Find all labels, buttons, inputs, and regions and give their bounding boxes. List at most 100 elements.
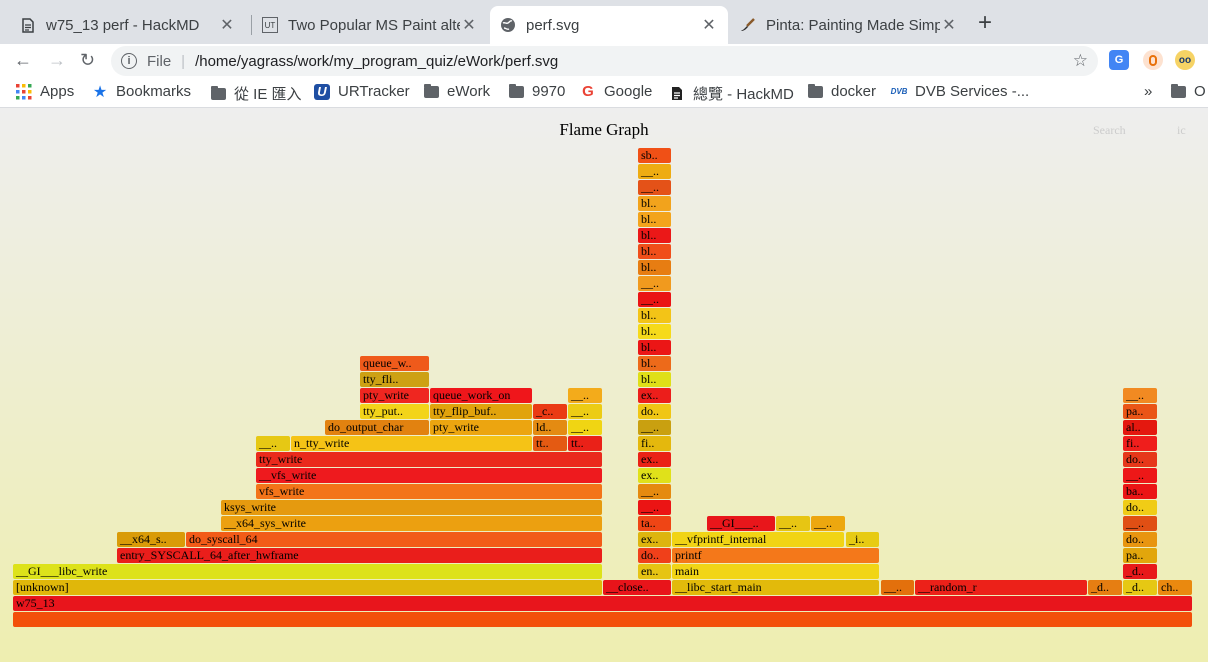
bookmarks-overflow-button[interactable]: » bbox=[1144, 83, 1152, 100]
flame-frame[interactable]: ex.. bbox=[638, 452, 671, 467]
flame-frame[interactable]: ch.. bbox=[1158, 580, 1192, 595]
flame-frame[interactable] bbox=[13, 612, 1192, 627]
flame-frame[interactable]: bl.. bbox=[638, 340, 671, 355]
flame-frame[interactable]: do.. bbox=[638, 404, 671, 419]
flame-frame[interactable]: pa.. bbox=[1123, 548, 1157, 563]
bookmark-folder-other[interactable]: O bbox=[1170, 83, 1208, 100]
flame-frame[interactable]: ld.. bbox=[533, 420, 567, 435]
flame-frame[interactable]: ex.. bbox=[638, 468, 671, 483]
tab-pinta[interactable]: Pinta: Painting Made Simp ✕ bbox=[730, 6, 968, 44]
flame-frame[interactable]: ta.. bbox=[638, 516, 671, 531]
flame-frame[interactable]: do_syscall_64 bbox=[186, 532, 602, 547]
flame-frame[interactable]: __vfs_write bbox=[256, 468, 602, 483]
flame-frame[interactable]: _d.. bbox=[1123, 564, 1157, 579]
flame-frame[interactable]: pty_write bbox=[360, 388, 429, 403]
flame-frame[interactable]: bl.. bbox=[638, 356, 671, 371]
flame-frame[interactable]: _c.. bbox=[533, 404, 567, 419]
flame-frame[interactable]: do_output_char bbox=[325, 420, 429, 435]
flame-frame[interactable]: n_tty_write bbox=[291, 436, 532, 451]
flame-frame[interactable]: bl.. bbox=[638, 372, 671, 387]
flame-frame[interactable]: _d.. bbox=[1088, 580, 1122, 595]
info-icon[interactable]: i bbox=[121, 53, 137, 69]
flame-frame[interactable]: bl.. bbox=[638, 196, 671, 211]
flame-frame[interactable]: __.. bbox=[638, 164, 671, 179]
flame-frame[interactable]: __x64_sys_write bbox=[221, 516, 602, 531]
flame-frame[interactable]: __libc_start_main bbox=[672, 580, 879, 595]
close-icon[interactable]: ✕ bbox=[702, 17, 716, 34]
bookmark-google[interactable]: G Google bbox=[580, 83, 652, 100]
extension-timer-icon[interactable] bbox=[1143, 50, 1163, 70]
flame-frame[interactable]: entry_SYSCALL_64_after_hwframe bbox=[117, 548, 602, 563]
flame-frame[interactable]: __close.. bbox=[603, 580, 671, 595]
flame-frame[interactable]: __random_r bbox=[915, 580, 1087, 595]
address-bar[interactable]: i File | /home/yagrass/work/my_program_q… bbox=[111, 46, 1098, 76]
flame-frame[interactable]: __.. bbox=[1123, 468, 1157, 483]
flame-frame[interactable]: __.. bbox=[638, 420, 671, 435]
flame-frame[interactable]: bl.. bbox=[638, 324, 671, 339]
flame-frame[interactable]: do.. bbox=[1123, 532, 1157, 547]
flame-frame[interactable]: fi.. bbox=[638, 436, 671, 451]
flame-frame[interactable]: __.. bbox=[638, 484, 671, 499]
flame-frame[interactable]: bl.. bbox=[638, 244, 671, 259]
flame-frame[interactable]: al.. bbox=[1123, 420, 1157, 435]
flame-frame[interactable]: tty_flip_buf.. bbox=[430, 404, 532, 419]
flame-frame[interactable]: bl.. bbox=[638, 228, 671, 243]
flame-frame[interactable]: ksys_write bbox=[221, 500, 602, 515]
flame-frame[interactable]: __GI___libc_write bbox=[13, 564, 602, 579]
ignore-case-button[interactable]: ic bbox=[1177, 123, 1186, 137]
flame-frame[interactable]: queue_w.. bbox=[360, 356, 429, 371]
tab-perf-svg[interactable]: perf.svg ✕ bbox=[490, 6, 728, 44]
flame-frame[interactable]: fi.. bbox=[1123, 436, 1157, 451]
flame-frame[interactable]: main bbox=[672, 564, 879, 579]
flame-frame[interactable]: sb.. bbox=[638, 148, 671, 163]
flame-frame[interactable]: __vfprintf_internal bbox=[672, 532, 844, 547]
forward-button[interactable]: → bbox=[48, 50, 66, 70]
flame-frame[interactable]: __.. bbox=[256, 436, 290, 451]
bookmark-folder-9970[interactable]: 9970 bbox=[508, 83, 565, 100]
bookmark-folder-docker[interactable]: docker bbox=[807, 83, 876, 100]
flame-frame[interactable]: tt.. bbox=[568, 436, 602, 451]
flame-frame[interactable]: __.. bbox=[638, 180, 671, 195]
flame-frame[interactable]: __.. bbox=[638, 276, 671, 291]
flame-frame[interactable]: __.. bbox=[568, 388, 602, 403]
search-button[interactable]: Search bbox=[1093, 123, 1126, 137]
reload-button[interactable]: ↻ bbox=[80, 50, 96, 70]
flame-frame[interactable]: do.. bbox=[1123, 500, 1157, 515]
flame-frame[interactable]: _d.. bbox=[1123, 580, 1157, 595]
bookmark-dvb[interactable]: DVB DVB Services -... bbox=[891, 83, 1030, 100]
tab-ms-paint[interactable]: UT Two Popular MS Paint alte ✕ bbox=[252, 6, 488, 44]
flame-frame[interactable]: bl.. bbox=[638, 308, 671, 323]
flame-frame[interactable]: printf bbox=[672, 548, 879, 563]
url-text[interactable]: /home/yagrass/work/my_program_quiz/eWork… bbox=[195, 52, 559, 70]
flame-frame[interactable]: __.. bbox=[638, 292, 671, 307]
flame-frame[interactable]: w75_13 bbox=[13, 596, 1192, 611]
close-icon[interactable]: ✕ bbox=[942, 17, 956, 34]
flame-frame[interactable]: en.. bbox=[638, 564, 671, 579]
flame-frame[interactable]: ex.. bbox=[638, 532, 671, 547]
flame-frame[interactable]: _i.. bbox=[846, 532, 879, 547]
bookmark-apps[interactable]: Apps bbox=[16, 83, 74, 100]
flame-frame[interactable]: __.. bbox=[1123, 516, 1157, 531]
close-icon[interactable]: ✕ bbox=[462, 17, 476, 34]
flame-frame[interactable]: vfs_write bbox=[256, 484, 602, 499]
flame-frame[interactable]: ex.. bbox=[638, 388, 671, 403]
bookmark-star-icon[interactable]: ☆ bbox=[1072, 51, 1088, 70]
flame-frame[interactable]: __.. bbox=[568, 404, 602, 419]
flame-frame[interactable]: bl.. bbox=[638, 212, 671, 227]
flame-frame[interactable]: __.. bbox=[881, 580, 914, 595]
flame-frame[interactable]: pty_write bbox=[430, 420, 532, 435]
bookmark-bookmarks[interactable]: ★ Bookmarks bbox=[92, 83, 191, 101]
flame-frame[interactable]: tty_write bbox=[256, 452, 602, 467]
flame-frame[interactable]: __.. bbox=[811, 516, 845, 531]
bookmark-folder-ie[interactable]: 從 IE 匯入 bbox=[210, 83, 302, 104]
bookmark-urtracker[interactable]: U URTracker bbox=[314, 83, 410, 100]
flame-frame[interactable]: __GI___.. bbox=[707, 516, 775, 531]
bookmark-hackmd[interactable]: 總覽 - HackMD bbox=[669, 83, 794, 104]
flame-frame[interactable]: __.. bbox=[1123, 388, 1157, 403]
flame-frame[interactable]: ba.. bbox=[1123, 484, 1157, 499]
bookmark-folder-ework[interactable]: eWork bbox=[423, 83, 490, 100]
profile-avatar-icon[interactable]: oo bbox=[1175, 50, 1195, 70]
new-tab-button[interactable]: + bbox=[978, 9, 993, 36]
flame-frame[interactable]: tt.. bbox=[533, 436, 567, 451]
flame-frame[interactable]: do.. bbox=[1123, 452, 1157, 467]
